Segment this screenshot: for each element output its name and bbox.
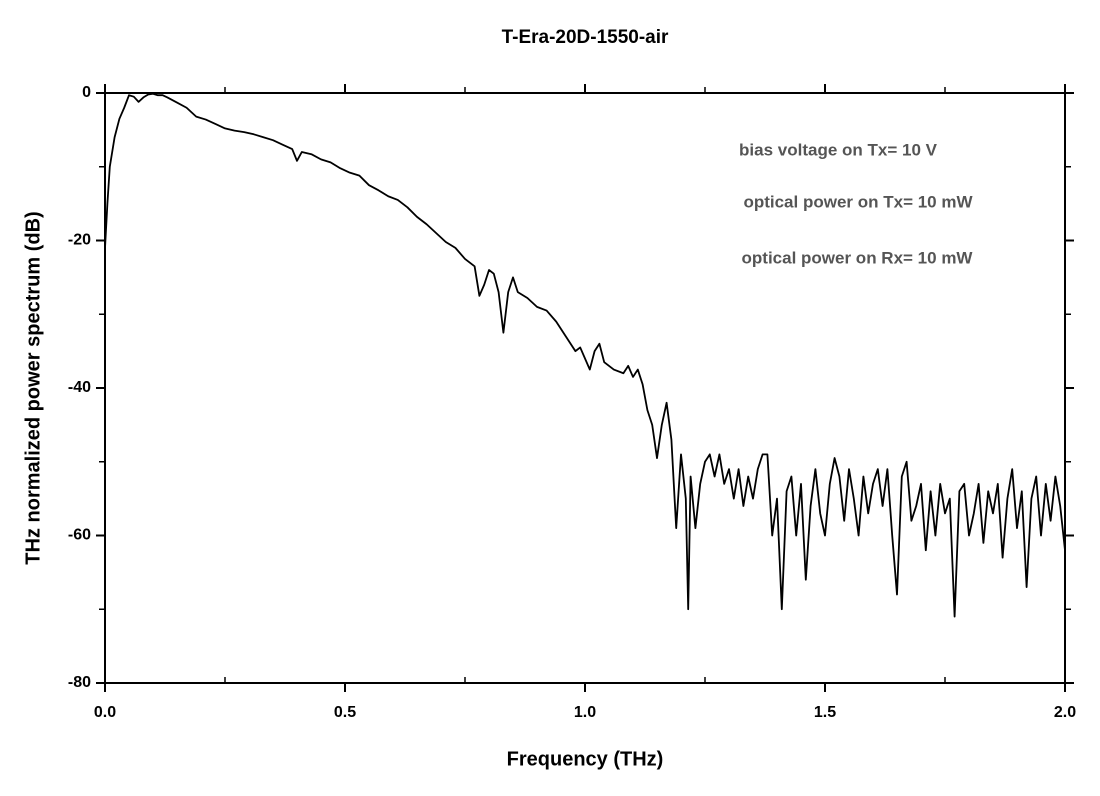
data-line (104, 92, 1066, 618)
x-tick-label: 0.5 (334, 704, 356, 721)
y-tick-label: 0 (82, 84, 91, 101)
plot-frame (104, 92, 1066, 684)
y-tick-label: -40 (68, 379, 91, 396)
annotation: bias voltage on Tx= 10 V (739, 140, 938, 159)
annotation: optical power on Rx= 10 mW (742, 248, 974, 267)
x-tick-label: 1.5 (814, 704, 836, 721)
annotation: optical power on Tx= 10 mW (743, 192, 973, 211)
x-axis-label: Frequency (THz) (507, 748, 664, 770)
y-axis-label: THz normalized power spectrum (dB) (22, 211, 44, 564)
x-tick-label: 0.0 (94, 704, 116, 721)
y-tick-label: -20 (68, 232, 91, 249)
chart-title: T-Era-20D-1550-air (502, 27, 669, 48)
y-tick-label: -60 (68, 527, 91, 544)
x-tick-label: 1.0 (574, 704, 596, 721)
x-tick-label: 2.0 (1054, 704, 1076, 721)
y-tick-label: -80 (68, 674, 91, 691)
